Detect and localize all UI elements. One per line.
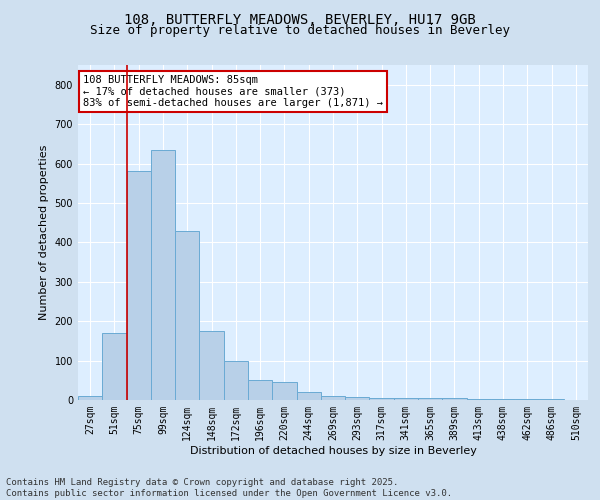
Bar [418,398,442,400]
Bar [102,333,127,400]
Bar [345,397,370,400]
Bar [175,230,199,400]
Bar [296,392,321,400]
Bar [248,380,272,400]
Bar [272,382,296,400]
Bar [370,398,394,400]
Bar [127,172,151,400]
Bar [321,396,345,400]
Text: 108 BUTTERFLY MEADOWS: 85sqm
← 17% of detached houses are smaller (373)
83% of s: 108 BUTTERFLY MEADOWS: 85sqm ← 17% of de… [83,75,383,108]
Bar [151,150,175,400]
Text: Size of property relative to detached houses in Beverley: Size of property relative to detached ho… [90,24,510,37]
Text: 108, BUTTERFLY MEADOWS, BEVERLEY, HU17 9GB: 108, BUTTERFLY MEADOWS, BEVERLEY, HU17 9… [124,12,476,26]
Bar [539,399,564,400]
Bar [491,399,515,400]
X-axis label: Distribution of detached houses by size in Beverley: Distribution of detached houses by size … [190,446,476,456]
Bar [224,360,248,400]
Text: Contains HM Land Registry data © Crown copyright and database right 2025.
Contai: Contains HM Land Registry data © Crown c… [6,478,452,498]
Bar [442,398,467,400]
Bar [199,331,224,400]
Y-axis label: Number of detached properties: Number of detached properties [39,145,49,320]
Bar [515,399,539,400]
Bar [467,399,491,400]
Bar [394,398,418,400]
Bar [78,396,102,400]
